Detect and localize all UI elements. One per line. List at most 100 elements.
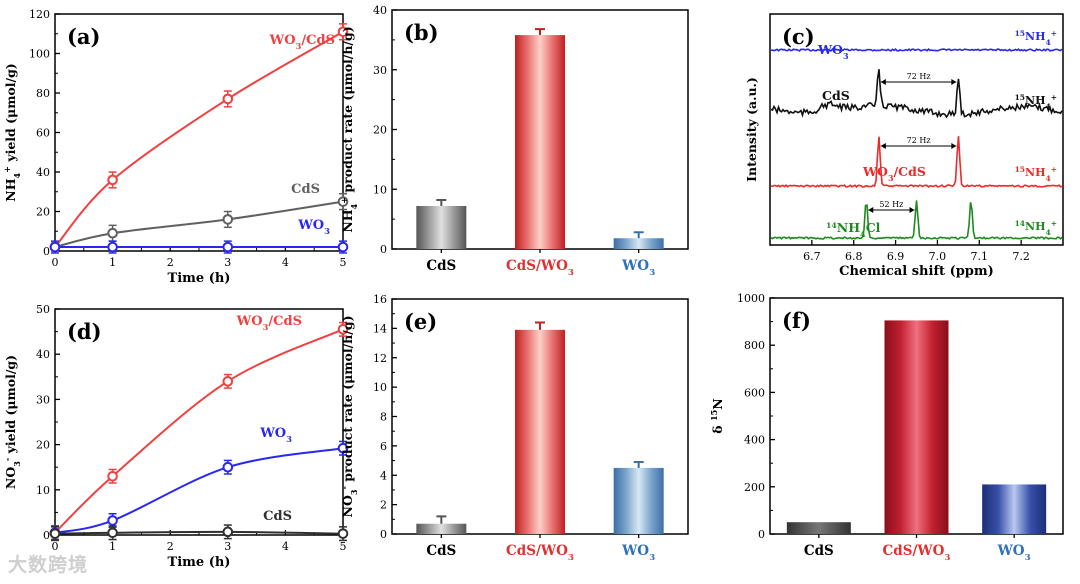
bar-b-1 xyxy=(515,35,565,249)
bar-b-2 xyxy=(613,238,664,249)
trace-label-2: WO3/CdS xyxy=(862,164,926,183)
x-axis-label-a: Time (h) xyxy=(168,271,231,286)
trace-isotope-label-2: 15NH4+ xyxy=(1015,165,1057,183)
xtick-label: 7.1 xyxy=(971,250,989,263)
bar-f-1 xyxy=(884,320,949,534)
ytick-label: 0 xyxy=(43,529,50,542)
nmr-trace-0 xyxy=(770,47,1063,52)
category-label-e-1: CdS/WO3 xyxy=(506,543,574,563)
xtick-label: 3 xyxy=(224,256,231,269)
ytick-label: 14 xyxy=(373,322,387,335)
xtick-label: 6.8 xyxy=(845,250,863,263)
data-point xyxy=(107,241,118,253)
ytick-label: 600 xyxy=(744,386,765,399)
trace-label-3: 14NH4Cl xyxy=(826,220,881,239)
ytick-label: 0 xyxy=(43,245,50,258)
y-axis-label-e: NO3- product rate (μmol/h/g) xyxy=(339,316,359,518)
ytick-label: 10 xyxy=(36,484,50,497)
xtick-label: 5 xyxy=(340,540,347,553)
arrow-head xyxy=(868,207,874,213)
data-point xyxy=(337,26,349,38)
ytick-label: 400 xyxy=(744,434,765,447)
splitting-label-3: 52 Hz xyxy=(879,200,903,209)
ytick-label: 0 xyxy=(758,528,765,541)
data-point xyxy=(222,376,234,387)
data-point xyxy=(107,227,118,239)
xtick-label: 0 xyxy=(52,540,59,553)
data-point xyxy=(107,174,118,186)
arrow-head xyxy=(909,207,915,213)
arrow-head xyxy=(951,79,957,85)
arrow-head xyxy=(880,143,886,149)
series-label-a-1: CdS xyxy=(291,182,320,197)
x-axis-label-c: Chemical shift (ppm) xyxy=(839,264,994,279)
category-label-f-0: CdS xyxy=(804,543,834,559)
ytick-label: 800 xyxy=(744,339,765,352)
xtick-label: 5 xyxy=(340,256,347,269)
ytick-label: 0 xyxy=(380,243,387,256)
category-label-f-2: WO3 xyxy=(997,543,1031,563)
ytick-label: 10 xyxy=(373,381,387,394)
ytick-label: 40 xyxy=(36,348,50,361)
data-point xyxy=(222,93,234,105)
ytick-label: 6 xyxy=(380,440,387,453)
ytick-label: 8 xyxy=(380,411,387,424)
trace-isotope-label-3: 14NH4+ xyxy=(1015,219,1057,237)
xtick-label: 7.0 xyxy=(929,250,947,263)
xtick-label: 3 xyxy=(224,540,231,553)
y-axis-label-a: NH4+ yield (μmol/g) xyxy=(2,63,22,201)
bar-e-2 xyxy=(613,467,664,534)
category-label-e-2: WO3 xyxy=(621,543,655,563)
ytick-label: 100 xyxy=(29,48,50,61)
data-point xyxy=(222,241,234,253)
ytick-label: 16 xyxy=(373,293,387,306)
series-label-a-0: WO3/CdS xyxy=(269,33,335,51)
series-line-a-1 xyxy=(54,200,344,249)
xtick-label: 6.9 xyxy=(887,250,905,263)
splitting-label-2: 72 Hz xyxy=(907,136,931,145)
bar-e-1 xyxy=(515,329,565,534)
ytick-label: 30 xyxy=(373,64,387,77)
bar-b-0 xyxy=(416,205,467,249)
data-point xyxy=(49,241,61,253)
nmr-trace-1 xyxy=(770,69,1063,119)
panel-label-a: (a) xyxy=(67,24,100,49)
xtick-label: 7.2 xyxy=(1012,250,1030,263)
series-label-d-2: CdS xyxy=(263,509,292,524)
splitting-label-1: 72 Hz xyxy=(907,72,931,81)
ytick-label: 200 xyxy=(744,481,765,494)
xtick-label: 4 xyxy=(282,256,289,269)
y-axis-label-f: δ 15N xyxy=(709,398,725,433)
ytick-label: 80 xyxy=(36,87,50,100)
nmr-trace-2 xyxy=(770,136,1063,189)
ytick-label: 20 xyxy=(36,206,50,219)
bar-e-0 xyxy=(416,523,467,534)
y-axis-label-b: NH4+ product rate (μmol/h/g) xyxy=(339,26,359,232)
data-point xyxy=(337,324,349,335)
ytick-label: 12 xyxy=(373,352,387,365)
arrow-head xyxy=(880,79,886,85)
data-point xyxy=(107,470,118,482)
ytick-label: 20 xyxy=(373,124,387,137)
series-label-d-1: WO3 xyxy=(259,426,292,444)
series-line-d-2 xyxy=(54,530,344,535)
data-point xyxy=(222,526,234,538)
watermark-text: 大数跨境 xyxy=(8,554,89,576)
category-label-b-0: CdS xyxy=(426,258,456,274)
ytick-label: 30 xyxy=(36,393,50,406)
trace-isotope-label-0: 15NH4+ xyxy=(1015,29,1057,47)
xtick-label: 4 xyxy=(282,540,289,553)
series-line-d-0 xyxy=(54,328,344,534)
data-point xyxy=(337,241,349,253)
xtick-label: 6.7 xyxy=(803,250,821,263)
xtick-label: 2 xyxy=(167,256,174,269)
category-label-e-0: CdS xyxy=(426,543,456,559)
panel-label-c: (c) xyxy=(782,24,815,49)
panel-label-b: (b) xyxy=(404,20,439,45)
trace-label-1: CdS xyxy=(822,88,850,103)
data-point xyxy=(49,528,61,539)
series-label-d-0: WO3/CdS xyxy=(236,314,302,332)
ytick-label: 20 xyxy=(36,439,50,452)
xtick-label: 1 xyxy=(109,256,116,269)
